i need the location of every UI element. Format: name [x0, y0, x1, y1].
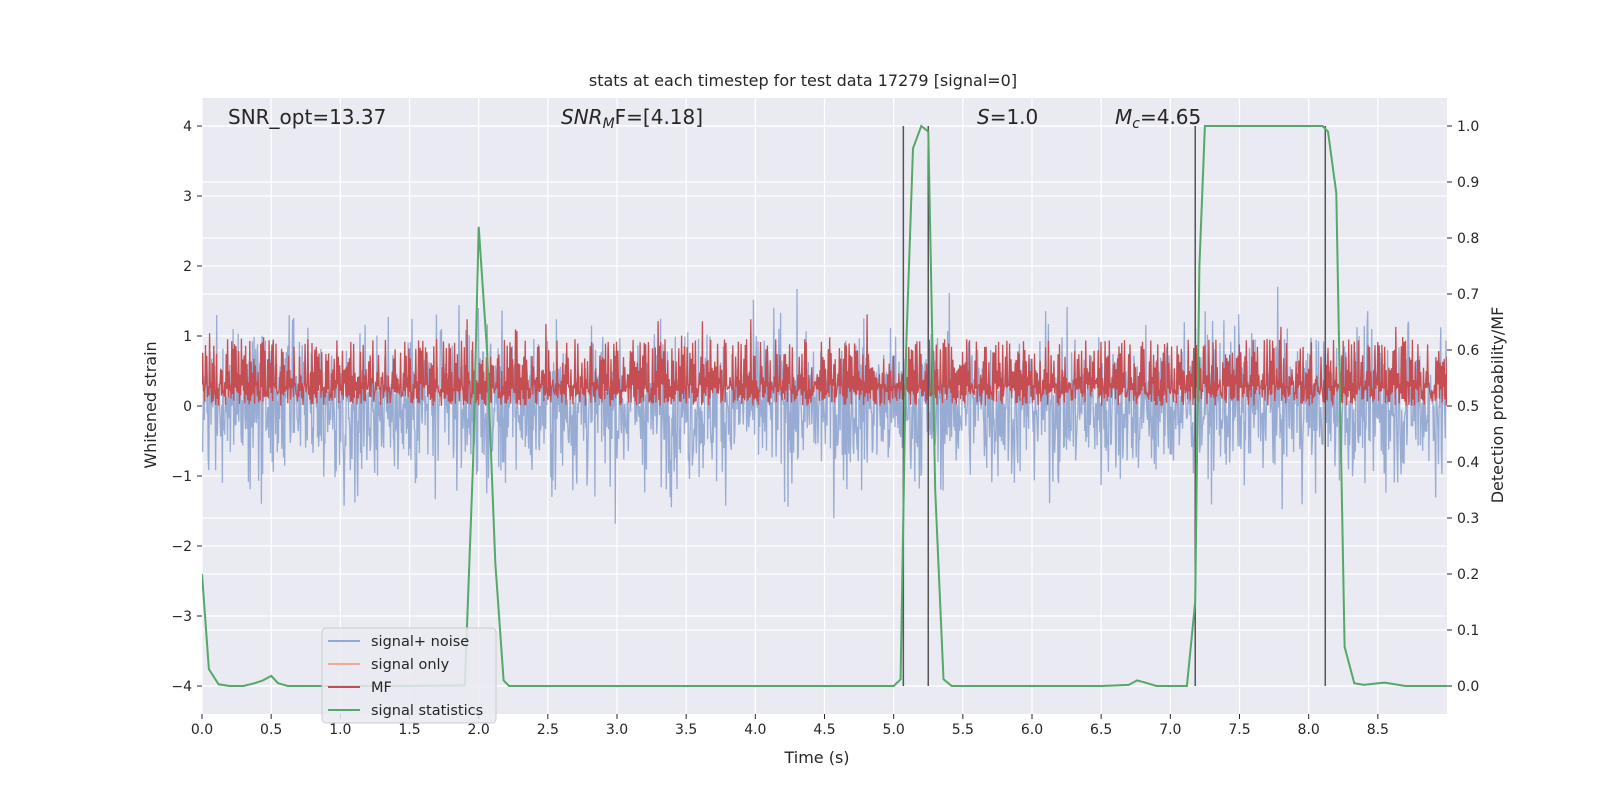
y-tick-label-6: −2: [171, 539, 192, 555]
x-tick-label-3: 1.5: [398, 722, 420, 738]
x-tick-label-12: 6.0: [1021, 722, 1043, 738]
y-tick-label-7: −3: [171, 609, 192, 625]
x-tick-label-9: 4.5: [813, 722, 835, 738]
y-tick-label-8: −4: [171, 679, 192, 695]
y-tick-label-0: 4: [183, 119, 192, 135]
legend-box: [321, 627, 497, 724]
x-tick-label-7: 3.5: [675, 722, 697, 738]
annotation-mc: Mc=4.65: [1115, 105, 1201, 132]
series-signal-statistics: [202, 124, 1447, 687]
y-right-tick-label-3: 0.7: [1457, 287, 1479, 303]
annotation-s: S=1.0: [977, 105, 1038, 129]
y-right-tick-label-7: 0.3: [1457, 511, 1479, 527]
series-signal-noise: [202, 286, 1447, 524]
y-right-tick-label-4: 0.6: [1457, 343, 1479, 359]
x-tick-label-6: 3.0: [606, 722, 628, 738]
y-right-tick-label-10: 0.0: [1457, 679, 1479, 695]
left-axis-ticks: 4 3 2 1 0 −1 −2 −3 −4: [171, 119, 202, 695]
y-right-tick-label-1: 0.9: [1457, 175, 1479, 191]
x-tick-label-16: 8.0: [1298, 722, 1320, 738]
y-axis-right-label: Detection probability/MF: [1488, 307, 1507, 504]
chart-title: stats at each timestep for test data 172…: [589, 71, 1017, 90]
x-tick-label-8: 4.0: [744, 722, 766, 738]
plot-content: [202, 124, 1447, 687]
x-tick-label-15: 7.5: [1228, 722, 1250, 738]
x-tick-label-13: 6.5: [1090, 722, 1112, 738]
x-tick-label-4: 2.0: [468, 722, 490, 738]
x-tick-label-11: 5.5: [952, 722, 974, 738]
x-axis-ticks: 0.0 0.5 1.0 1.5 2.0 2.5 3.0 3.5 4.0 4.5 5.0 5.5 6.0 6…: [191, 714, 1389, 738]
x-tick-label-10: 5.0: [883, 722, 905, 738]
y-right-tick-label-9: 0.1: [1457, 623, 1479, 639]
series-mf: [202, 314, 1447, 407]
y-tick-label-2: 2: [183, 259, 192, 275]
x-axis-label: Time (s): [783, 748, 849, 767]
y-right-tick-label-8: 0.2: [1457, 567, 1479, 583]
x-tick-label-17: 8.5: [1367, 722, 1389, 738]
right-axis-ticks: 1.0 0.9 0.8 0.7 0.6 0.5 0.4 0.3 0.2 0.1 0.0: [1447, 119, 1479, 695]
legend-label-signal-statistics: signal statistics: [371, 703, 483, 719]
y-right-tick-label-5: 0.5: [1457, 399, 1479, 415]
y-tick-label-3: 1: [183, 329, 192, 345]
x-tick-label-2: 1.0: [329, 722, 351, 738]
legend: signal+ noise signal only MF signal stat…: [321, 627, 497, 724]
y-right-tick-label-6: 0.4: [1457, 455, 1479, 471]
x-tick-label-5: 2.5: [537, 722, 559, 738]
y-axis-label: Whitened strain: [141, 341, 160, 468]
x-tick-label-0: 0.0: [191, 722, 213, 738]
y-tick-label-1: 3: [183, 189, 192, 205]
y-right-tick-label-0: 1.0: [1457, 119, 1479, 135]
annotation-snr-mf: SNRMF=[4.18]: [561, 105, 703, 132]
legend-label-mf: MF: [371, 680, 392, 696]
annotation-snr-opt: SNR_opt=13.37: [228, 105, 386, 129]
y-right-tick-label-2: 0.8: [1457, 231, 1479, 247]
y-tick-label-4: 0: [183, 399, 192, 415]
x-tick-label-14: 7.0: [1159, 722, 1181, 738]
y-tick-label-5: −1: [171, 469, 192, 485]
legend-label-signal-only: signal only: [371, 657, 450, 673]
x-tick-label-1: 0.5: [260, 722, 282, 738]
legend-label-signal-noise: signal+ noise: [371, 634, 469, 650]
